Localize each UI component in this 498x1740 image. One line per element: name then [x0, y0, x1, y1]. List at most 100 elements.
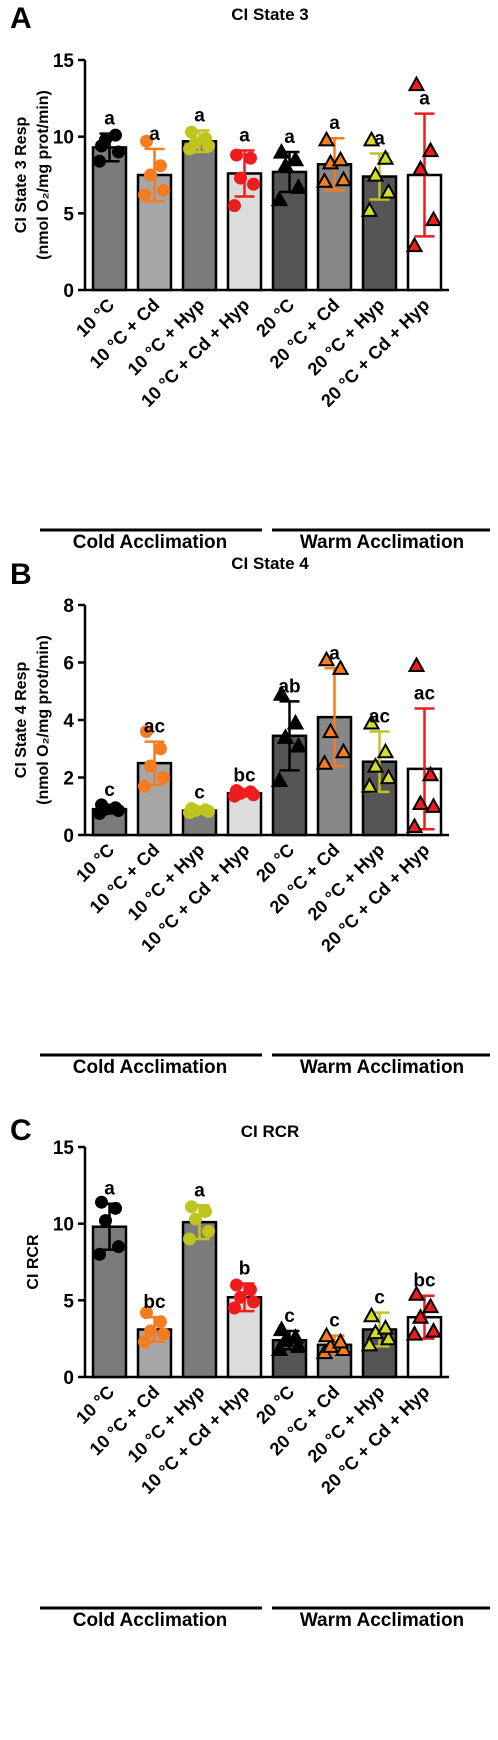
y-tick-label: 15 [53, 1138, 75, 1159]
data-point [272, 685, 291, 701]
data-point [334, 742, 353, 759]
data-point [270, 771, 289, 787]
data-point [321, 722, 340, 739]
data-point [407, 75, 426, 92]
data-point [109, 1201, 122, 1215]
data-point [331, 659, 350, 675]
bar [91, 146, 128, 292]
data-point [202, 1224, 215, 1238]
significance-letter: bc [233, 765, 256, 786]
data-point [140, 1306, 153, 1320]
data-point [93, 1247, 106, 1261]
significance-letter: a [329, 643, 340, 664]
data-point [140, 725, 153, 738]
group-label-cold: Cold Acclimation [73, 1610, 227, 1631]
significance-letter: a [149, 124, 160, 145]
data-point [407, 656, 426, 672]
data-point [228, 199, 241, 213]
data-point [424, 797, 443, 813]
data-point [144, 759, 157, 773]
data-point [411, 1308, 430, 1324]
data-point [334, 170, 353, 187]
data-point [421, 141, 440, 158]
data-point [421, 765, 440, 782]
data-point [230, 148, 243, 162]
data-point [360, 201, 379, 217]
y-tick-label: 0 [63, 826, 74, 847]
data-point [154, 159, 167, 173]
significance-letter: bc [143, 1292, 166, 1313]
data-point [112, 1240, 125, 1254]
data-point [230, 783, 243, 797]
data-point [183, 1232, 196, 1246]
data-point [144, 168, 157, 182]
data-point [95, 139, 108, 153]
data-point [334, 1340, 353, 1356]
group-label-warm: Warm Acclimation [300, 532, 464, 553]
data-point [379, 1329, 398, 1346]
data-point [244, 1283, 257, 1297]
data-point [234, 171, 247, 185]
data-point [315, 754, 334, 770]
chart-panel-a: A CI State 3 CI State 3 Resp (nmol O₂/mg pr… [10, 2, 490, 553]
data-point [234, 1290, 247, 1304]
data-point [199, 131, 212, 145]
bar [181, 140, 218, 292]
data-point [230, 1278, 243, 1292]
data-point [286, 150, 305, 167]
data-point [270, 1340, 289, 1356]
data-point [331, 150, 350, 167]
significance-letter: c [194, 783, 205, 804]
group-label-warm: Warm Acclimation [300, 1610, 464, 1631]
data-point [157, 183, 170, 197]
data-point [362, 130, 381, 147]
y-axis-label: CI RCR [25, 1234, 42, 1290]
data-point [289, 178, 308, 194]
data-point [157, 1327, 170, 1341]
data-point [424, 210, 443, 227]
data-point [244, 151, 257, 165]
significance-letter: a [374, 129, 385, 150]
y-tick-label: 10 [53, 128, 74, 149]
data-point [405, 1325, 424, 1341]
data-point [93, 154, 106, 168]
data-point [376, 742, 395, 759]
data-point [109, 128, 122, 142]
significance-letter: a [239, 125, 250, 146]
panel-label: C [10, 1114, 32, 1147]
data-point [154, 1315, 167, 1329]
data-point [366, 756, 385, 773]
significance-letter: a [194, 106, 205, 127]
y-axis-label: CI State 3 Resp [13, 117, 30, 234]
data-point [247, 1295, 260, 1309]
data-point [317, 130, 336, 147]
data-point [424, 1321, 443, 1338]
chart-title: CI State 4 [231, 554, 309, 573]
data-point [376, 149, 395, 165]
significance-letter: ac [369, 707, 391, 728]
y-tick-label: 4 [63, 711, 74, 732]
data-point [289, 736, 308, 753]
y-tick-label: 5 [63, 204, 74, 225]
data-point [317, 1326, 336, 1343]
data-point [286, 713, 305, 730]
data-point [244, 785, 257, 799]
data-point [379, 768, 398, 785]
data-point [185, 125, 198, 139]
data-point [199, 803, 212, 817]
significance-letter: a [284, 127, 295, 148]
data-point [276, 728, 295, 744]
y-tick-label: 5 [63, 1291, 74, 1312]
data-point [421, 1297, 440, 1314]
data-point [138, 779, 151, 793]
data-point [199, 1204, 212, 1218]
data-point [185, 1200, 198, 1214]
data-point [360, 1335, 379, 1352]
data-point [286, 1328, 305, 1344]
significance-letter: c [284, 1306, 295, 1327]
chart-title: CI State 3 [231, 5, 308, 24]
significance-letter: b [239, 1258, 251, 1279]
data-point [138, 188, 151, 202]
data-point [185, 802, 198, 816]
